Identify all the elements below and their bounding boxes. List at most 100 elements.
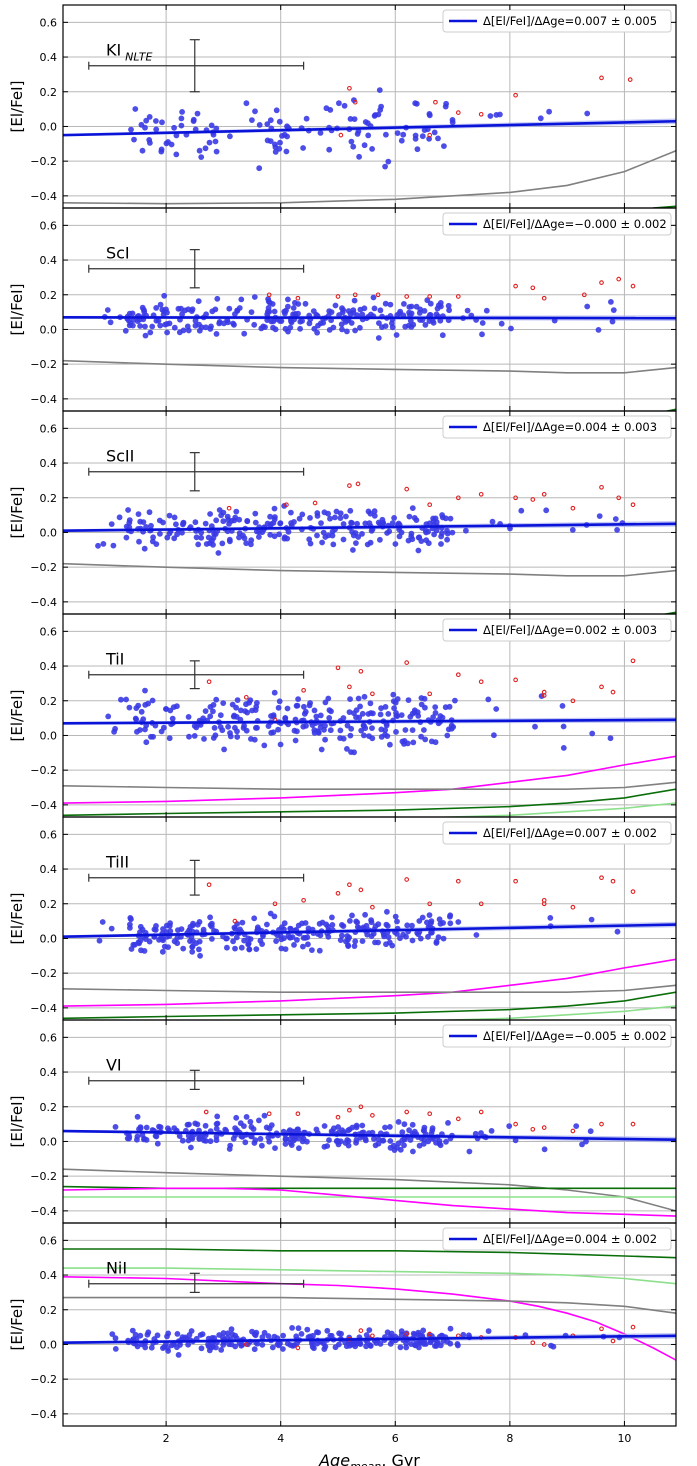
data-point xyxy=(321,726,327,733)
y-tick-label: 0.2 xyxy=(40,1304,58,1317)
data-point xyxy=(447,913,453,920)
data-point xyxy=(145,700,152,707)
outlier-point xyxy=(335,665,341,671)
outlier-point xyxy=(335,294,341,299)
data-point xyxy=(271,913,278,920)
data-point xyxy=(276,531,282,538)
data-point xyxy=(216,320,223,327)
outlier-point xyxy=(455,294,461,299)
data-point xyxy=(133,716,140,723)
data-point xyxy=(265,296,271,302)
data-point xyxy=(347,507,354,514)
data-point xyxy=(408,533,415,540)
data-point xyxy=(173,521,179,528)
data-point xyxy=(171,535,178,542)
data-point xyxy=(560,723,567,730)
data-point xyxy=(326,715,333,721)
outlier-point xyxy=(610,878,616,884)
data-point xyxy=(433,940,440,946)
data-point xyxy=(273,107,280,114)
data-point xyxy=(454,1341,461,1347)
data-point xyxy=(377,521,383,527)
data-point xyxy=(403,1344,410,1351)
data-point xyxy=(317,712,324,719)
legend: Δ[El/FeI]/ΔAge=0.004 ± 0.002 xyxy=(442,1227,672,1251)
data-point xyxy=(192,317,199,324)
data-point xyxy=(559,703,566,709)
data-point xyxy=(185,1341,192,1348)
data-point xyxy=(473,932,480,938)
data-point xyxy=(143,117,150,124)
data-point xyxy=(179,311,186,318)
data-point xyxy=(200,926,207,933)
y-tick-label: 0.4 xyxy=(40,1269,58,1282)
data-point xyxy=(256,534,262,540)
data-point xyxy=(176,1133,183,1139)
data-point xyxy=(491,732,497,739)
data-point xyxy=(134,1136,140,1143)
data-point xyxy=(217,724,224,730)
outlier-point xyxy=(599,875,604,881)
panel-tiii: TiII Δ[El/FeI]/ΔAge=0.007 ± 0.002 [El/FeI]… xyxy=(8,816,677,1021)
data-point xyxy=(160,519,166,526)
data-point xyxy=(351,943,358,949)
data-point xyxy=(290,305,297,311)
data-point xyxy=(435,135,441,142)
element-label: TiII xyxy=(105,852,129,871)
data-point xyxy=(271,505,278,512)
y-tick-label: 0.0 xyxy=(40,1338,58,1351)
data-point xyxy=(219,540,226,547)
data-point xyxy=(353,1124,360,1131)
data-point xyxy=(291,519,297,525)
y-tick-label: −0.4 xyxy=(30,1205,57,1218)
data-point xyxy=(351,116,358,122)
y-tick-label: 0.0 xyxy=(40,932,58,945)
data-point xyxy=(166,512,173,519)
data-point xyxy=(359,531,365,537)
data-point xyxy=(430,714,436,721)
data-point xyxy=(406,1127,412,1134)
data-point xyxy=(607,735,614,742)
data-point xyxy=(285,303,291,310)
data-point xyxy=(225,516,232,523)
data-point xyxy=(277,520,284,526)
error-bar xyxy=(88,39,305,93)
data-point xyxy=(207,914,214,921)
data-point xyxy=(329,914,335,921)
data-point xyxy=(264,520,271,527)
data-point xyxy=(560,745,567,751)
data-point xyxy=(234,728,240,735)
data-point xyxy=(371,508,378,515)
data-point xyxy=(282,1141,289,1147)
data-point xyxy=(147,140,153,146)
y-tick-label: 0.4 xyxy=(40,254,58,267)
data-point xyxy=(245,940,252,947)
data-point xyxy=(228,1326,235,1333)
data-point xyxy=(384,908,390,915)
data-point xyxy=(139,147,146,154)
data-point xyxy=(417,935,424,942)
outlier-point xyxy=(347,684,352,690)
outlier-point xyxy=(427,1331,433,1337)
data-point xyxy=(307,515,313,521)
y-tick-label: 0.4 xyxy=(40,863,58,876)
data-point xyxy=(445,302,452,309)
data-point xyxy=(247,1118,254,1125)
data-point xyxy=(349,1341,356,1348)
data-point xyxy=(353,707,360,713)
data-point xyxy=(124,1135,131,1142)
data-point xyxy=(347,696,353,702)
element-label: TiI xyxy=(105,649,124,668)
data-point xyxy=(436,916,443,923)
data-point xyxy=(452,697,458,704)
data-point xyxy=(287,1342,294,1348)
data-point xyxy=(311,727,318,733)
error-bar xyxy=(88,249,305,289)
data-point xyxy=(364,541,371,548)
data-point xyxy=(382,163,388,170)
data-point xyxy=(262,324,268,330)
data-point xyxy=(253,946,260,952)
data-point xyxy=(543,507,550,514)
model-curve-gray xyxy=(63,359,676,374)
data-point xyxy=(194,921,201,928)
